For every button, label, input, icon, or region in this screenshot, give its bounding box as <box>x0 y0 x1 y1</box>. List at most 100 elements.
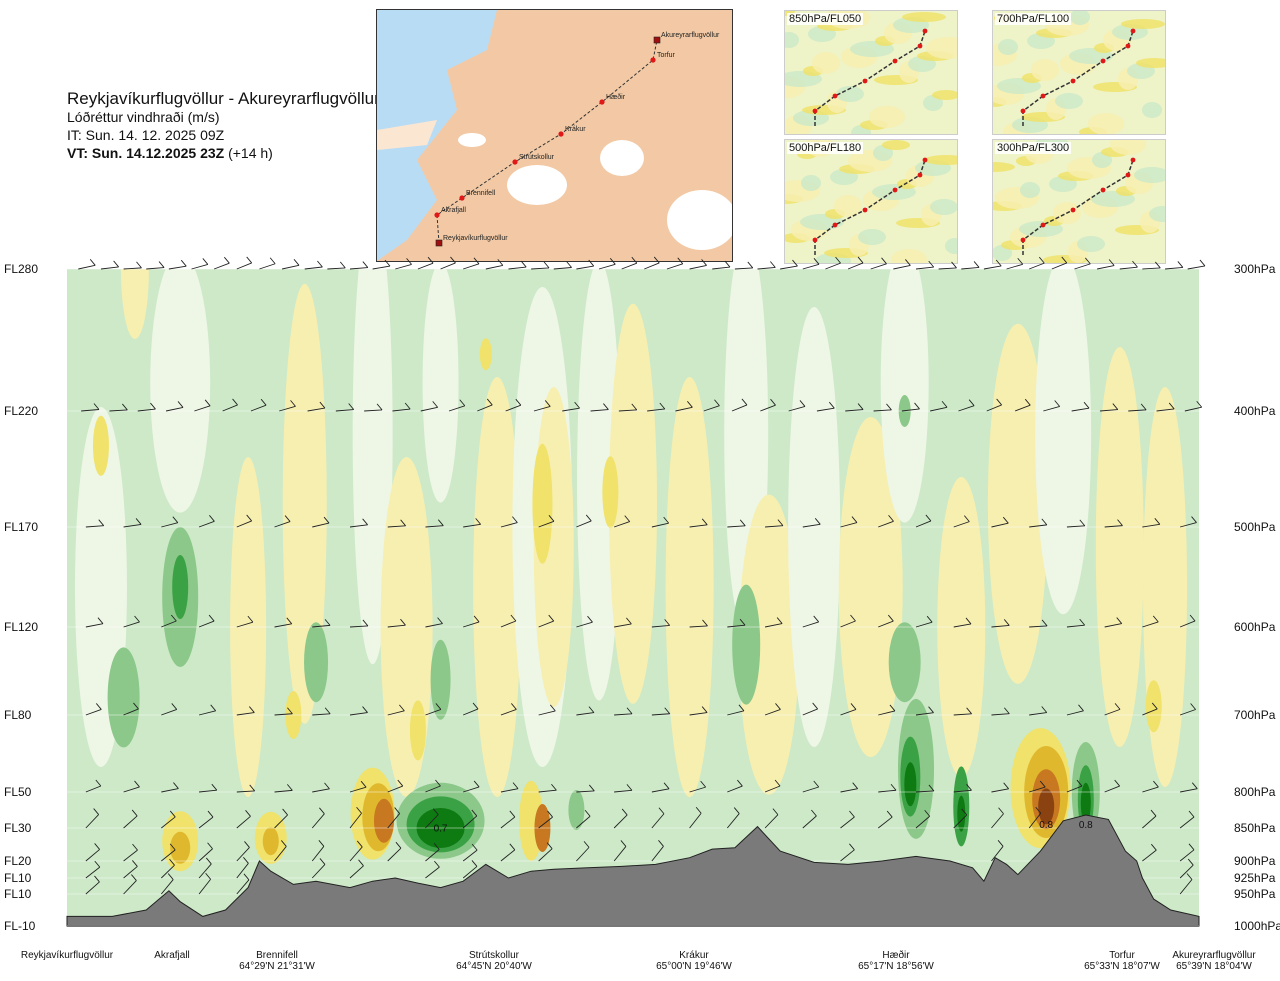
wind-barb <box>463 257 480 270</box>
minimap-field-cell <box>998 39 1018 55</box>
minimap-route-point <box>892 187 898 193</box>
station-name: Reykjavíkurflugvöllur <box>20 950 114 961</box>
wind-barb <box>161 614 177 628</box>
wind-barb <box>576 706 595 716</box>
wind-barb <box>349 806 362 829</box>
minimap-route-point <box>922 28 928 34</box>
station-coord: 65°39'N 18°04'W <box>1176 961 1252 972</box>
wind-barb <box>1187 259 1206 270</box>
wind-barb <box>425 703 442 716</box>
wind-barb <box>757 261 776 270</box>
field-streak <box>150 269 211 513</box>
wind-barb <box>81 403 100 412</box>
minimap-route-point <box>832 93 838 99</box>
wind-barb <box>274 617 293 628</box>
minimap-field-cell <box>1136 58 1165 68</box>
minimap-500-label: 500hPa/FL180 <box>787 142 864 154</box>
wind-barb <box>840 516 858 528</box>
station-label: Strútskollur 64°45'N 20°40'W <box>434 950 554 972</box>
minimap-field-cell <box>834 195 862 217</box>
downdraft-weak <box>430 639 451 720</box>
wind-barb <box>991 807 1004 829</box>
wind-barb <box>463 615 480 628</box>
minimap-route-point <box>1070 78 1076 84</box>
wind-barb <box>802 258 820 270</box>
wind-barb <box>840 782 859 793</box>
wind-barb <box>845 403 864 412</box>
wind-barb <box>878 704 896 716</box>
minimap-field-cell <box>836 86 864 102</box>
wind-barb <box>780 259 798 270</box>
wind-barb <box>213 256 230 270</box>
wind-barb <box>236 841 250 862</box>
annotations: 0.7 0.8 0.8 <box>434 820 1094 834</box>
wind-barb <box>500 782 519 793</box>
wind-barb <box>508 260 527 270</box>
field-cell <box>170 831 191 864</box>
minimap-field-cell <box>1020 182 1040 198</box>
wind-barb <box>236 873 250 895</box>
pressure-level-label: 500hPa <box>1234 520 1276 534</box>
wind-barb <box>123 809 138 829</box>
minimap-route-point <box>1125 43 1131 49</box>
glacier <box>667 190 732 250</box>
wind-barb <box>915 784 935 793</box>
flight-level-label: FL-10 <box>4 919 36 933</box>
wind-barb <box>553 261 572 270</box>
wind-barb <box>840 614 856 628</box>
wind-barb <box>198 872 211 895</box>
wind-barb <box>1029 256 1045 270</box>
wind-barb <box>123 843 138 862</box>
wind-barb <box>425 779 441 793</box>
flight-level-label: FL80 <box>4 708 32 722</box>
route-point-label: Akureyrarflugvöllur <box>661 32 720 39</box>
wind-barb <box>146 261 165 270</box>
station-label: Brennifell 64°29'N 21°31'W <box>217 950 337 972</box>
wind-barb <box>531 261 550 270</box>
minimap-route-point <box>862 207 868 213</box>
field-streak <box>738 494 799 795</box>
wind-barb <box>764 703 781 716</box>
updraft-weak <box>409 700 426 761</box>
wind-barb <box>651 619 671 628</box>
contour-value-label: 0.8 <box>1039 820 1053 831</box>
minimap-route-point <box>1040 93 1046 99</box>
variable-label: Lóðréttur vindhraði (m/s) <box>67 109 220 125</box>
field-cell <box>262 827 279 856</box>
station-name: Hæðir <box>882 950 910 961</box>
wind-barb <box>613 808 628 829</box>
field-streak <box>880 269 929 523</box>
wind-barb <box>1029 518 1048 528</box>
field-streak <box>665 377 714 797</box>
field-streak <box>609 303 657 704</box>
wind-barb <box>1051 256 1068 270</box>
wind-barb <box>274 808 288 829</box>
wind-barb <box>198 842 213 862</box>
minimap-field-cell <box>1149 206 1165 222</box>
wind-barb <box>168 259 187 270</box>
wind-barb <box>878 614 894 628</box>
wind-barb <box>727 779 743 793</box>
wind-barb <box>417 256 434 270</box>
minimap-field-cell <box>1110 140 1146 155</box>
wind-barb <box>731 398 748 412</box>
pressure-level-label: 700hPa <box>1234 708 1276 722</box>
wind-barb <box>576 514 592 528</box>
wind-barb <box>387 841 402 862</box>
station-label: Hæðir 65°17'N 18°56'W <box>836 950 956 972</box>
wind-barb <box>1180 782 1198 793</box>
downdraft-weak <box>304 622 329 703</box>
updraft-weak <box>479 338 492 371</box>
wind-barb <box>236 810 251 829</box>
wind-barb <box>500 703 517 716</box>
route-point <box>650 57 656 63</box>
field-streak <box>838 417 903 757</box>
wind-barb <box>311 840 325 862</box>
wind-barb <box>991 619 1010 628</box>
station-name: Torfur <box>1109 950 1135 961</box>
wind-barb <box>727 519 746 528</box>
wind-barb <box>85 703 102 716</box>
station-coord: 65°17'N 18°56'W <box>858 961 934 972</box>
wind-barb <box>590 403 609 412</box>
wind-barb <box>873 403 892 412</box>
